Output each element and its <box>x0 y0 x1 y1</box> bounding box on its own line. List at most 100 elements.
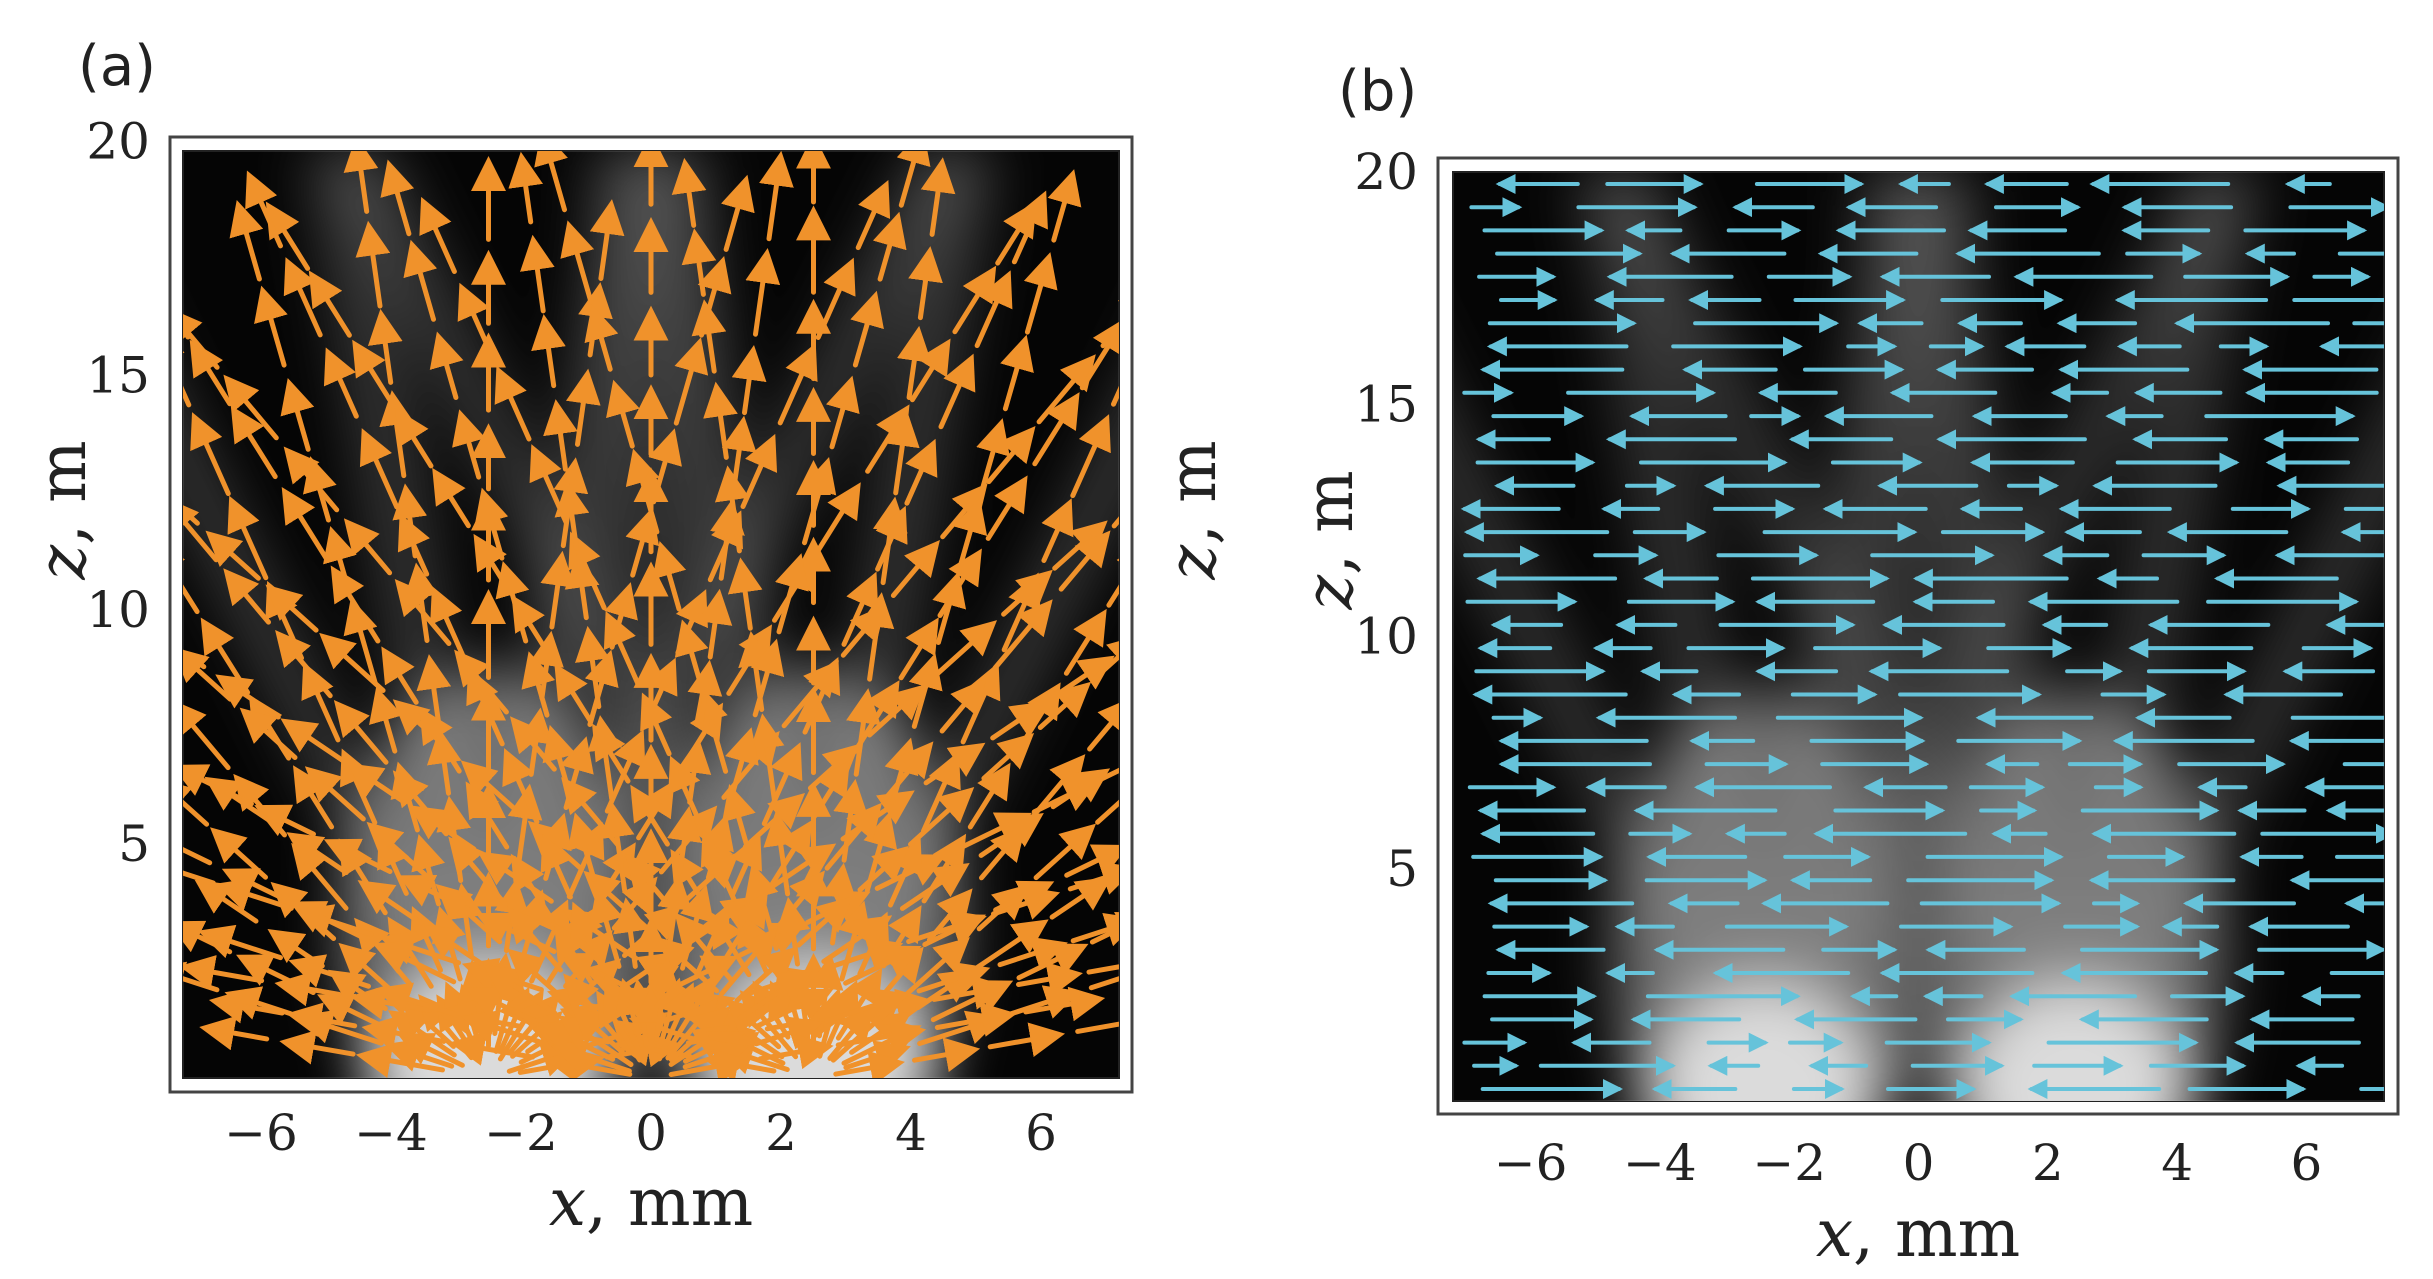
streamline-arrow <box>759 151 794 242</box>
streamline-arrow <box>286 832 349 875</box>
streamline-arrow <box>510 853 555 923</box>
streamline-arrow <box>465 781 510 850</box>
streamline-arrow <box>361 1015 447 1051</box>
streamline-arrow <box>183 496 219 563</box>
streamline-arrow <box>606 379 640 449</box>
streamline-arrow <box>652 540 687 612</box>
x-tick-labels: −6 −4 −2 0 2 4 6 <box>1494 1134 2323 1192</box>
streamline-arrow <box>967 762 1011 830</box>
streamline-arrow <box>319 632 386 693</box>
streamline-arrow <box>1106 539 1119 608</box>
streamline-arrow <box>603 611 641 687</box>
intensity-glow <box>1923 691 2224 1101</box>
streamline-arrow <box>208 988 285 1024</box>
streamline-arrow <box>474 487 509 561</box>
streamline-arrow <box>908 246 943 321</box>
streamline-arrow <box>554 480 590 551</box>
streamline-arrow <box>1090 634 1119 683</box>
streamline-arrow <box>1075 1021 1119 1034</box>
streamline-arrow <box>375 982 459 1018</box>
streamline-arrow <box>901 937 970 999</box>
streamline-arrow <box>483 964 558 1016</box>
streamline-arrow <box>494 365 532 442</box>
z-tick-label: 5 <box>1386 840 1418 898</box>
z-tick-label: 15 <box>86 347 150 405</box>
streamline-arrow <box>777 870 826 928</box>
streamline-arrow <box>908 787 975 847</box>
streamline-arrow <box>429 331 464 400</box>
streamline-arrow <box>183 699 231 771</box>
streamline-arrow <box>265 584 319 633</box>
streamline-arrow <box>343 597 378 686</box>
streamline-arrow <box>922 914 986 947</box>
streamline-arrow <box>802 657 841 735</box>
streamline-arrow <box>204 776 281 830</box>
x-axis-label: x, mm <box>549 1164 753 1241</box>
streamline-arrow <box>700 813 734 881</box>
streamline-arrow <box>520 234 555 314</box>
streamline-arrow <box>767 820 813 891</box>
streamline-arrow <box>687 659 723 729</box>
streamline-arrow <box>543 399 578 472</box>
streamline-arrow <box>671 157 707 228</box>
streamline-arrow <box>352 339 397 409</box>
streamline-arrow <box>367 308 403 385</box>
streamline-arrow <box>1088 976 1119 991</box>
streamline-arrow <box>221 868 284 900</box>
x-tick-label: 0 <box>635 1104 667 1162</box>
streamline-arrow <box>833 1050 905 1078</box>
streamline-arrow <box>920 157 956 237</box>
streamline-arrow <box>974 270 1013 349</box>
streamline-arrow <box>381 646 419 705</box>
streamline-arrow <box>992 599 1053 671</box>
streamline-arrow <box>691 299 727 374</box>
arrow-field <box>1460 174 2384 1099</box>
streamline-arrow <box>884 411 920 496</box>
streamline-arrow <box>721 415 757 494</box>
streamline-arrow <box>229 199 264 282</box>
streamline-arrow <box>508 151 544 225</box>
streamline-arrow <box>841 571 879 647</box>
x-tick-label: 6 <box>2291 1134 2323 1192</box>
streamline-arrow <box>850 290 884 368</box>
streamline-arrow <box>930 980 1014 1023</box>
streamline-arrow <box>934 1002 1017 1037</box>
streamline-arrow <box>613 897 648 969</box>
streamline-arrow <box>542 724 577 805</box>
streamline-arrow <box>987 1022 1066 1057</box>
x-axis-unit: , mm <box>1853 1195 2020 1272</box>
streamline-arrow <box>986 426 1036 485</box>
streamline-arrow <box>183 327 192 408</box>
x-axis-unit: , mm <box>586 1164 753 1241</box>
streamline-arrow <box>1026 754 1086 824</box>
z-axis-var: z <box>1291 574 1368 611</box>
streamline-arrow <box>757 1034 834 1070</box>
streamline-arrow <box>330 565 381 644</box>
streamline-arrow <box>507 948 564 1000</box>
x-tick-label: 4 <box>2161 1134 2193 1192</box>
streamline-arrow <box>288 954 371 989</box>
streamline-arrow <box>1063 608 1107 676</box>
streamline-arrow <box>283 257 323 338</box>
streamline-arrow <box>1058 530 1111 592</box>
streamline-arrow <box>223 568 271 625</box>
arrow-field <box>183 151 1119 1078</box>
streamline-arrow <box>938 353 976 430</box>
streamline-arrow <box>286 1002 358 1037</box>
streamline-arrow <box>1095 799 1119 825</box>
streamline-arrow <box>452 409 486 480</box>
streamline-arrow <box>981 733 1035 781</box>
streamline-arrow <box>554 663 593 724</box>
z-axis-var: z <box>24 544 101 581</box>
streamline-arrow <box>565 368 601 447</box>
streamline-arrow <box>1000 334 1034 412</box>
streamline-arrow <box>694 686 729 774</box>
streamline-arrow <box>875 505 908 572</box>
z-tick-labels: 5 10 15 20 <box>86 113 150 873</box>
streamline-arrow <box>403 239 438 322</box>
streamline-arrow <box>749 713 785 804</box>
streamline-arrow <box>667 805 702 875</box>
streamline-arrow <box>997 936 1068 970</box>
x-tick-label: −4 <box>354 1104 428 1162</box>
streamline-arrow <box>777 342 818 426</box>
